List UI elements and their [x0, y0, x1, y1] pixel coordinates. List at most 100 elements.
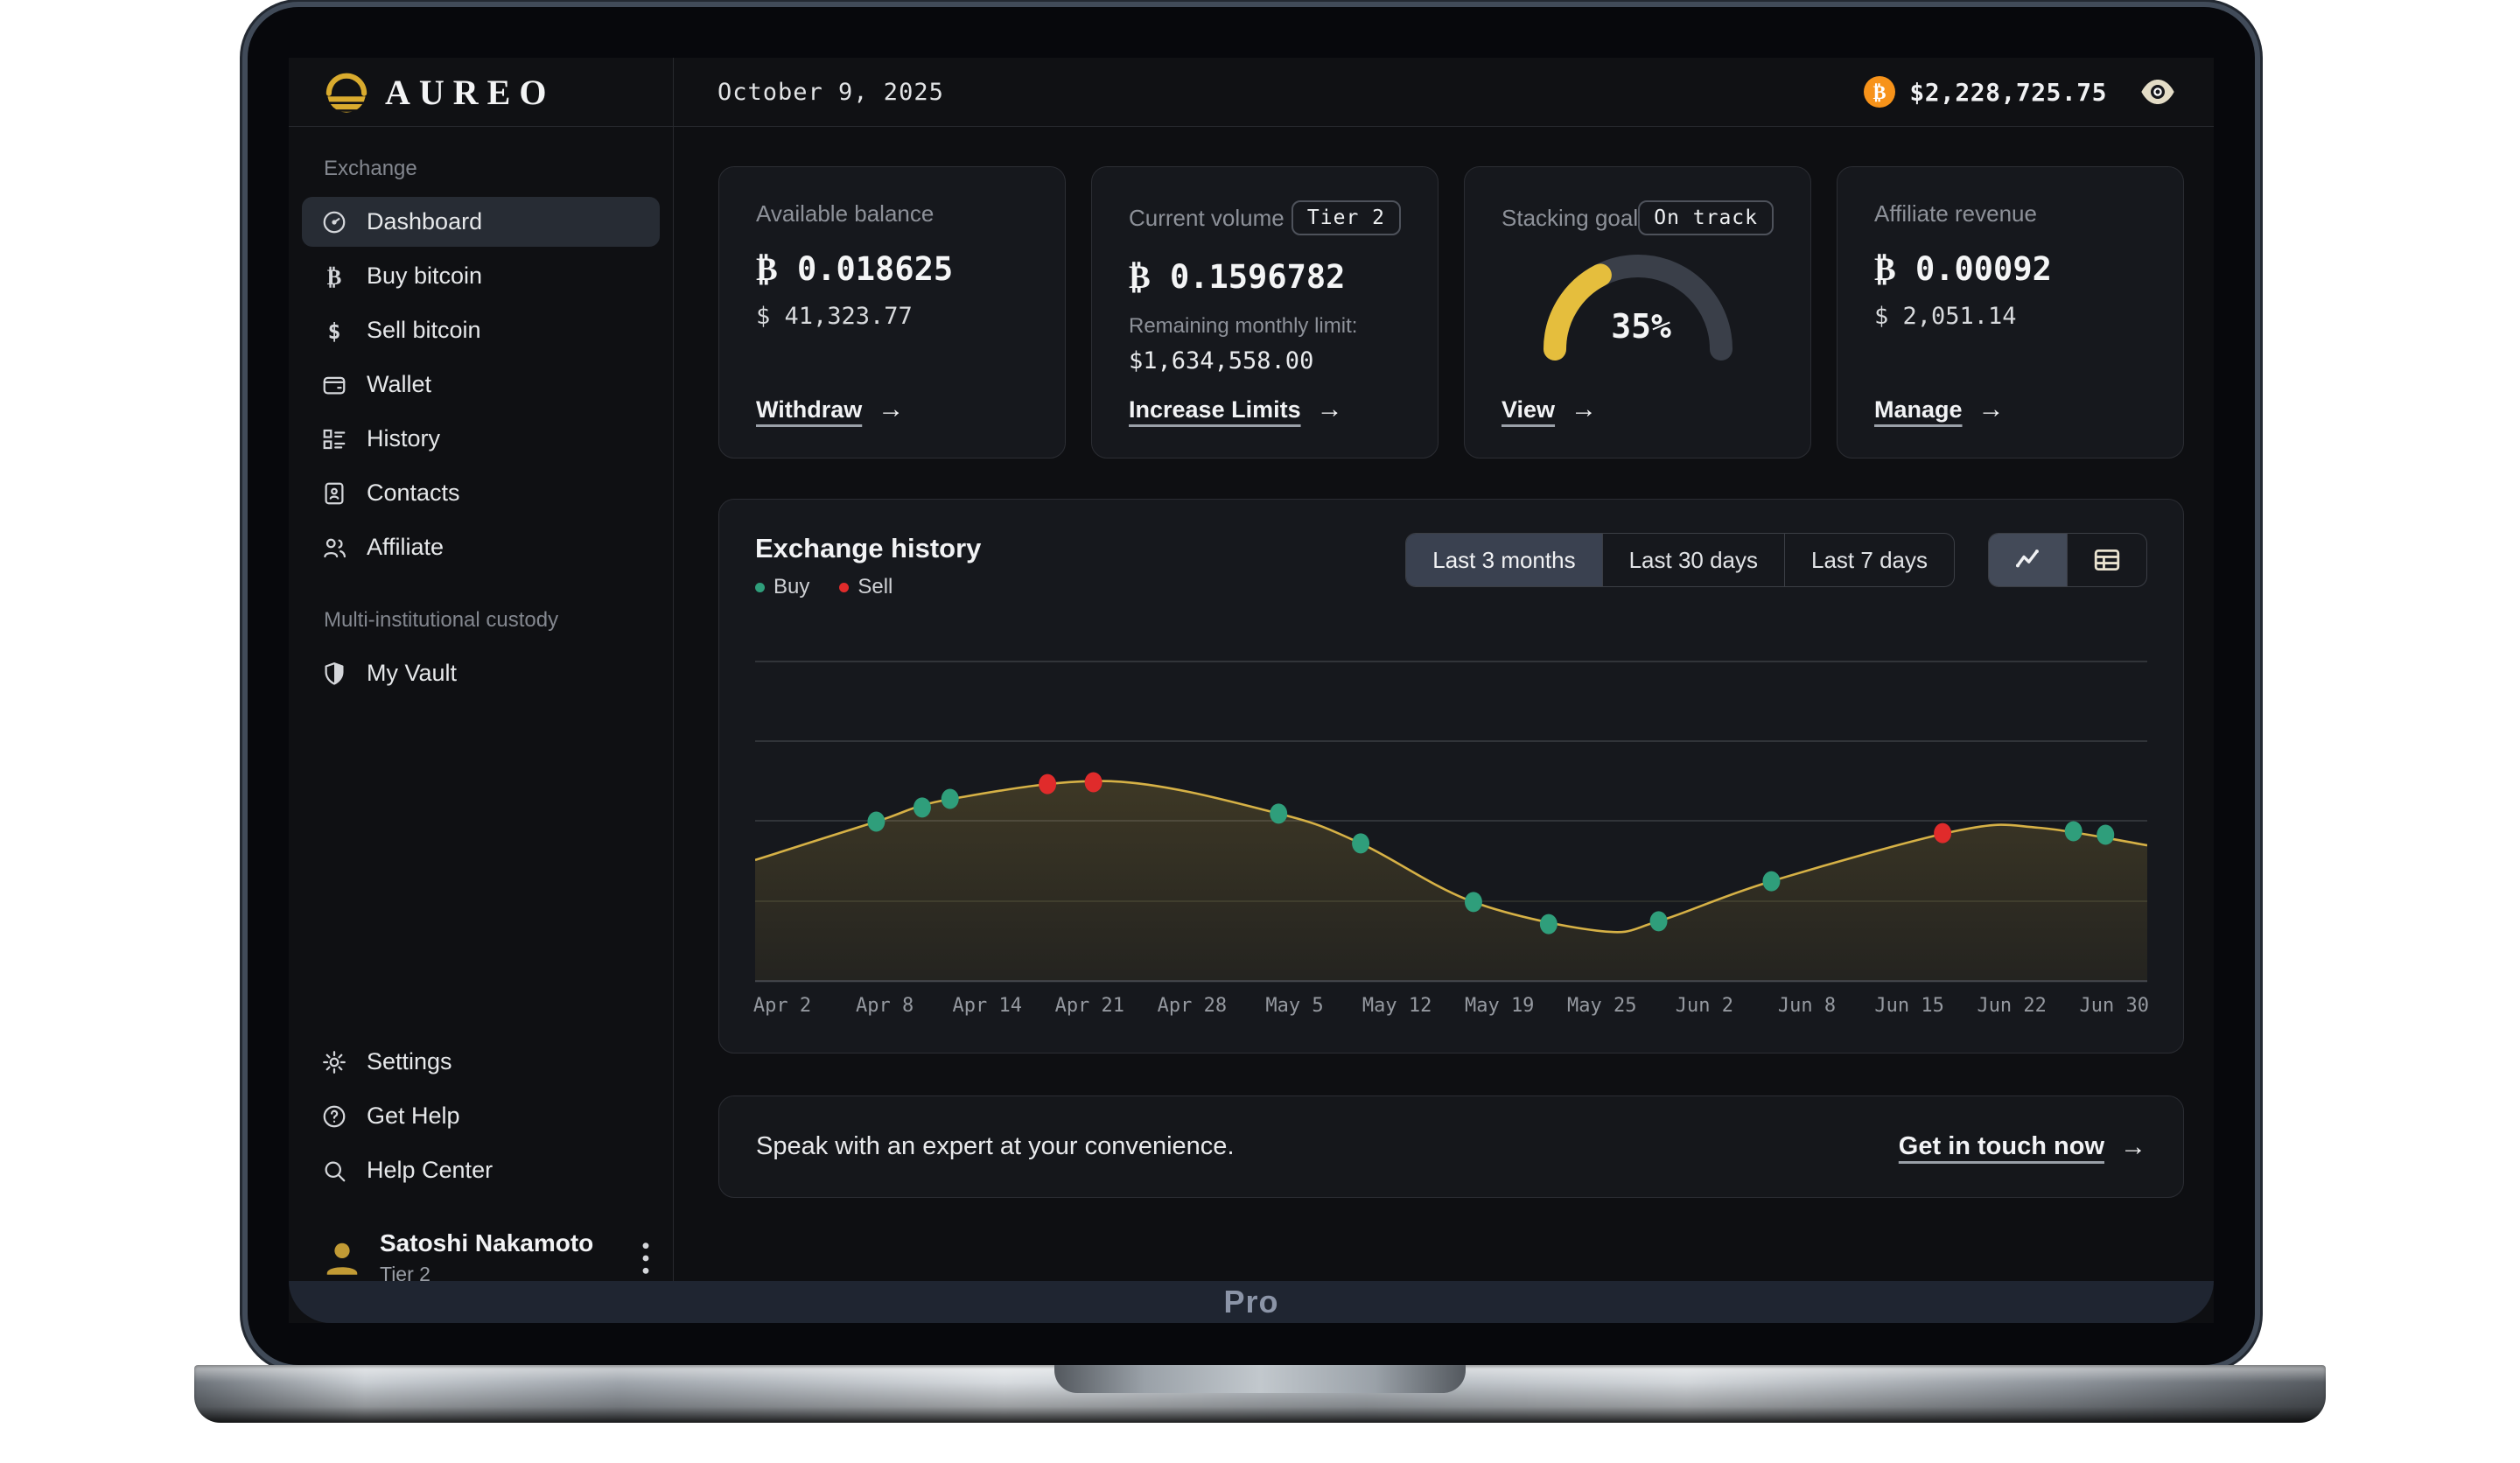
sidebar-item-my-vault[interactable]: My Vault [302, 648, 660, 698]
gauge-percent-label: 35% [1611, 307, 1671, 346]
x-tick-label: Apr 2 [752, 995, 812, 1017]
line-chart-view-button[interactable] [1989, 534, 2068, 586]
view-goal-link[interactable]: View → [1502, 395, 1774, 424]
sidebar-item-label: Buy bitcoin [367, 262, 483, 289]
arrow-right-icon: → [878, 395, 905, 424]
sidebar-item-settings[interactable]: Settings [302, 1037, 660, 1087]
usd-amount: $ 41,323.77 [756, 303, 913, 330]
x-tick-label: Apr 21 [1054, 995, 1125, 1017]
btc-amount: ₿ 0.1596782 [1129, 258, 1346, 296]
sidebar-section-custody: Multi-institutional custody [324, 608, 559, 632]
x-tick-label: Apr 14 [952, 995, 1022, 1017]
remaining-limit-value: $1,634,558.00 [1129, 347, 1314, 374]
kebab-menu-icon[interactable] [640, 1241, 651, 1276]
card-title: Current volume [1129, 204, 1284, 231]
sidebar-item-history[interactable]: History [302, 414, 660, 464]
exchange-history-chart: Apr 2 Apr 8 Apr 14 Apr 21 Apr 28 May 5 May 12 M… [752, 631, 2150, 1030]
link-label: Withdraw [756, 396, 863, 423]
x-tick-label: Jun 15 [1874, 995, 1944, 1017]
main-content: Available balance ₿ 0.018625 $ 41,323.77… [674, 127, 2214, 1323]
get-in-touch-link[interactable]: Get in touch now → [1899, 1132, 2146, 1162]
sidebar-item-label: My Vault [367, 660, 458, 686]
arrow-right-icon: → [1571, 395, 1598, 424]
brand-name: AUREO [385, 72, 556, 112]
sidebar-item-buy-bitcoin[interactable]: ₿ Buy bitcoin [302, 251, 660, 301]
arrow-right-icon: → [1978, 395, 2005, 424]
eye-visibility-icon[interactable] [2138, 78, 2177, 106]
card-title: Affiliate revenue [1874, 200, 2037, 227]
x-tick-label: Jun 22 [1977, 995, 2047, 1017]
sidebar-item-label: Get Help [367, 1102, 460, 1129]
sidebar-section-exchange: Exchange [324, 157, 417, 180]
card-affiliate-revenue: Affiliate revenue ₿ 0.00092 $ 2,051.14 M… [1837, 166, 2184, 458]
tab-last-3-months[interactable]: Last 3 months [1406, 534, 1603, 586]
x-axis-labels: Apr 2 Apr 8 Apr 14 Apr 21 Apr 28 May 5 May 12 M… [752, 995, 2150, 1030]
tab-last-30-days[interactable]: Last 30 days [1603, 534, 1786, 586]
legend-label: Sell [858, 575, 893, 598]
link-label: Get in touch now [1898, 1132, 2104, 1160]
sidebar-item-wallet[interactable]: Wallet [302, 360, 660, 410]
manage-affiliate-link[interactable]: Manage → [1874, 395, 2146, 424]
gear-icon [323, 1050, 346, 1074]
tab-last-7-days[interactable]: Last 7 days [1785, 534, 1954, 586]
brand-area: AUREO [289, 58, 674, 126]
sidebar-item-label: Affiliate [367, 534, 444, 560]
panel-title: Exchange history [755, 533, 982, 564]
increase-limits-link[interactable]: Increase Limits → [1129, 395, 1401, 424]
table-view-button[interactable] [2068, 534, 2146, 586]
svg-text:₿: ₿ [1873, 81, 1886, 104]
laptop-base [194, 1365, 2326, 1423]
btc-amount: ₿ 0.018625 [756, 250, 954, 288]
x-tick-label: May 12 [1362, 995, 1432, 1017]
dashboard-gauge-icon [323, 211, 346, 233]
current-date: October 9, 2025 [718, 78, 944, 106]
exchange-history-plot [755, 661, 2147, 983]
card-stacking-goal: Stacking goal On track 35% View [1464, 166, 1811, 458]
help-circle-icon [323, 1105, 346, 1127]
topbar-main: October 9, 2025 ₿ $2,228,725.75 [674, 58, 2214, 126]
sidebar-item-contacts[interactable]: Contacts [302, 468, 660, 518]
tier-badge: Tier 2 [1291, 200, 1401, 235]
x-tick-label: Apr 28 [1157, 995, 1228, 1017]
usd-amount: $ 2,051.14 [1874, 303, 2017, 330]
stacking-gauge: 35% [1533, 246, 1743, 366]
sidebar-item-sell-bitcoin[interactable]: $ Sell bitcoin [302, 305, 660, 355]
laptop-base-notch [1054, 1365, 1466, 1393]
sidebar-item-affiliate[interactable]: Affiliate [302, 522, 660, 572]
sidebar-item-help-center[interactable]: Help Center [302, 1145, 660, 1195]
device-label: Pro [1223, 1284, 1279, 1320]
topbar: AUREO October 9, 2025 ₿ $2,228,725.75 [289, 58, 2214, 127]
on-track-badge: On track [1638, 200, 1774, 235]
x-tick-label: Jun 30 [2079, 995, 2150, 1017]
withdraw-link[interactable]: Withdraw → [756, 395, 1028, 424]
sidebar-item-label: Settings [367, 1048, 452, 1074]
card-current-volume: Current volume Tier 2 ₿ 0.1596782 Remain… [1091, 166, 1438, 458]
user-profile[interactable]: Satoshi Nakamoto Tier 2 [302, 1229, 660, 1286]
card-available-balance: Available balance ₿ 0.018625 $ 41,323.77… [718, 166, 1066, 458]
contacts-book-icon [325, 482, 344, 504]
cta-text: Speak with an expert at your convenience… [756, 1132, 1235, 1160]
legend-sell: Sell [839, 575, 892, 599]
gauge-arc [1543, 255, 1732, 360]
dollar-glyph-icon: $ [327, 318, 340, 343]
sidebar-item-label: Wallet [367, 371, 432, 397]
x-tick-label: May 25 [1567, 995, 1637, 1017]
stat-cards: Available balance ₿ 0.018625 $ 41,323.77… [718, 166, 2184, 458]
sidebar-item-label: Sell bitcoin [367, 317, 481, 343]
range-tabs: Last 3 months Last 30 days Last 7 days [1405, 533, 1955, 587]
sidebar-item-label: Help Center [367, 1157, 494, 1183]
user-avatar [326, 1242, 358, 1275]
sidebar-item-get-help[interactable]: Get Help [302, 1091, 660, 1141]
btc-amount: ₿ 0.00092 [1874, 250, 2052, 288]
view-toggle [1988, 533, 2147, 587]
aureo-logo-icon [326, 73, 368, 113]
people-icon [324, 538, 346, 557]
line-chart-icon [2015, 550, 2039, 568]
svg-text:$: $ [327, 318, 340, 343]
app-screen: AUREO October 9, 2025 ₿ $2,228,725.75 [289, 58, 2214, 1323]
arrow-right-icon: → [2120, 1131, 2146, 1161]
link-label: View [1502, 396, 1556, 423]
link-label: Manage [1874, 396, 1963, 423]
laptop-bezel-bottom: Pro [289, 1281, 2214, 1323]
sidebar-item-dashboard[interactable]: Dashboard [302, 197, 660, 247]
